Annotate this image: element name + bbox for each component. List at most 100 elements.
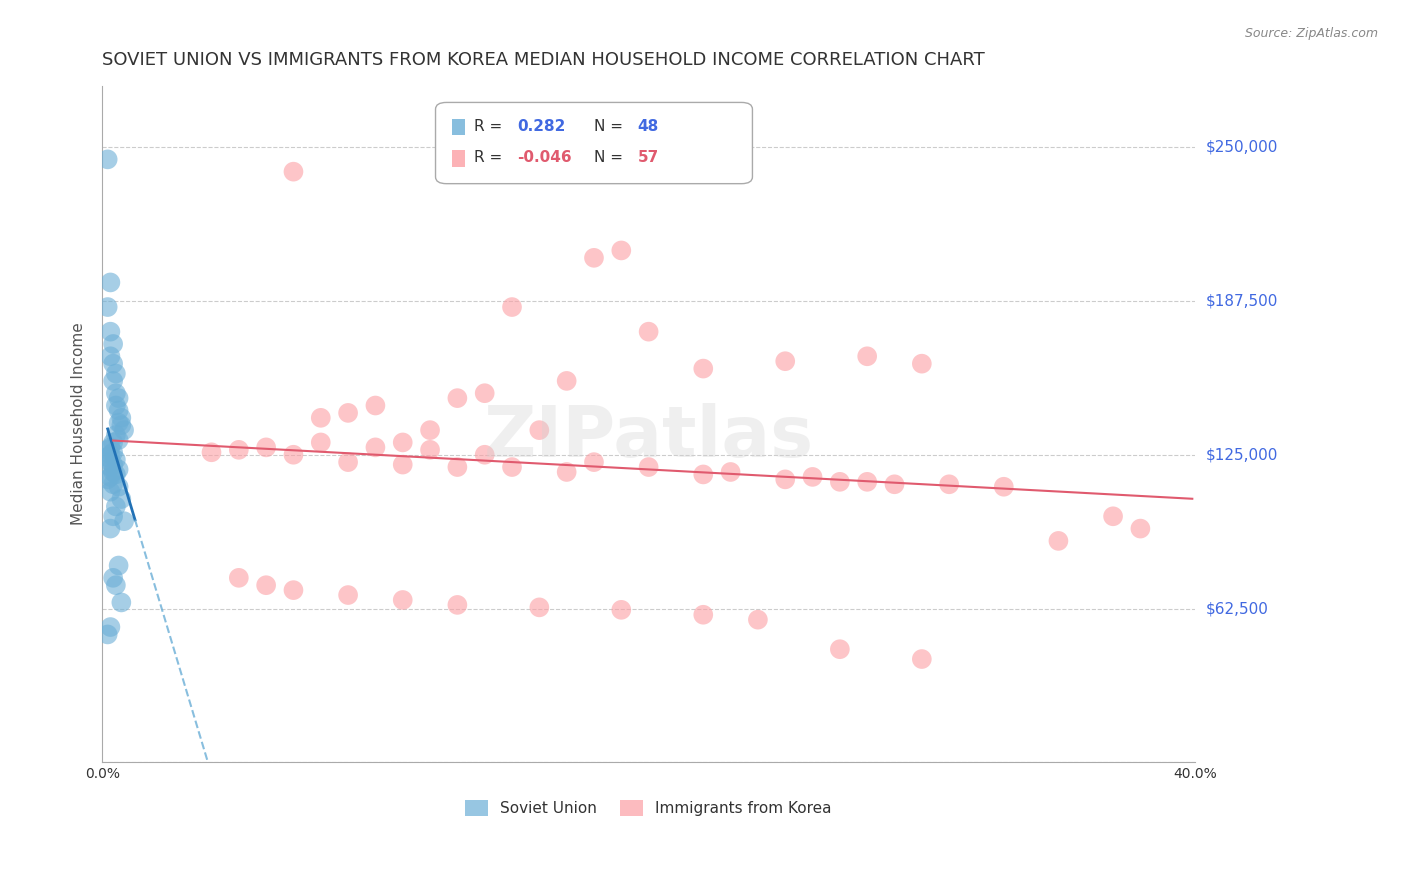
Point bbox=[104, 578, 127, 592]
Point bbox=[283, 583, 305, 598]
Y-axis label: Median Household Income: Median Household Income bbox=[72, 323, 86, 525]
Point bbox=[97, 153, 120, 167]
Point bbox=[582, 251, 605, 265]
Point bbox=[801, 470, 824, 484]
Point bbox=[97, 450, 120, 465]
Point bbox=[419, 423, 441, 437]
Point bbox=[364, 399, 387, 413]
Point bbox=[100, 470, 122, 484]
Point bbox=[555, 374, 578, 388]
FancyBboxPatch shape bbox=[451, 151, 465, 167]
Text: $125,000: $125,000 bbox=[1206, 447, 1278, 462]
Point bbox=[337, 455, 360, 469]
Point bbox=[107, 416, 129, 430]
Text: $62,500: $62,500 bbox=[1206, 601, 1270, 616]
Point bbox=[200, 445, 222, 459]
Point bbox=[254, 578, 277, 592]
Point bbox=[104, 500, 127, 514]
Point bbox=[419, 442, 441, 457]
Point bbox=[112, 514, 135, 528]
Text: $250,000: $250,000 bbox=[1206, 139, 1278, 154]
Point bbox=[391, 458, 413, 472]
Point bbox=[100, 325, 122, 339]
Point bbox=[555, 465, 578, 479]
Point bbox=[501, 300, 523, 314]
Point bbox=[993, 480, 1015, 494]
Text: ZIPatlas: ZIPatlas bbox=[484, 403, 814, 472]
Point bbox=[529, 600, 551, 615]
Point bbox=[773, 472, 796, 486]
Point bbox=[104, 467, 127, 482]
Point bbox=[104, 428, 127, 442]
Point bbox=[582, 455, 605, 469]
Point bbox=[610, 603, 633, 617]
Point bbox=[391, 593, 413, 607]
Point bbox=[637, 325, 659, 339]
Point bbox=[112, 423, 135, 437]
Point bbox=[101, 445, 124, 459]
Text: N =: N = bbox=[593, 119, 623, 134]
Point bbox=[474, 386, 496, 401]
Point bbox=[107, 558, 129, 573]
Point bbox=[637, 460, 659, 475]
Point bbox=[446, 460, 468, 475]
Text: 57: 57 bbox=[638, 151, 659, 165]
Point bbox=[107, 433, 129, 447]
Text: $187,500: $187,500 bbox=[1206, 293, 1278, 309]
Text: R =: R = bbox=[474, 151, 502, 165]
Point bbox=[938, 477, 960, 491]
Point bbox=[501, 460, 523, 475]
Point bbox=[692, 467, 714, 482]
Point bbox=[856, 475, 879, 489]
Point bbox=[107, 403, 129, 417]
Point bbox=[1129, 522, 1152, 536]
Point bbox=[110, 491, 132, 506]
Point bbox=[337, 406, 360, 420]
Point bbox=[101, 374, 124, 388]
Point bbox=[692, 361, 714, 376]
Point bbox=[283, 448, 305, 462]
Point bbox=[1047, 533, 1070, 548]
Legend: Soviet Union, Immigrants from Korea: Soviet Union, Immigrants from Korea bbox=[460, 794, 838, 822]
FancyBboxPatch shape bbox=[436, 103, 752, 184]
Point bbox=[610, 244, 633, 258]
Point bbox=[104, 386, 127, 401]
Point bbox=[828, 642, 851, 657]
Point bbox=[474, 448, 496, 462]
Point bbox=[911, 357, 934, 371]
Point bbox=[911, 652, 934, 666]
Point bbox=[100, 455, 122, 469]
Point bbox=[107, 480, 129, 494]
Point bbox=[100, 441, 122, 455]
Text: Source: ZipAtlas.com: Source: ZipAtlas.com bbox=[1244, 27, 1378, 40]
Text: 48: 48 bbox=[638, 119, 659, 134]
Point bbox=[391, 435, 413, 450]
Point bbox=[101, 571, 124, 585]
Point bbox=[692, 607, 714, 622]
Text: R =: R = bbox=[474, 119, 502, 134]
Point bbox=[101, 435, 124, 450]
Point bbox=[529, 423, 551, 437]
Point bbox=[100, 460, 122, 475]
Point bbox=[100, 448, 122, 462]
Point bbox=[720, 465, 742, 479]
Point bbox=[254, 441, 277, 455]
Point bbox=[110, 595, 132, 609]
Text: -0.046: -0.046 bbox=[517, 151, 572, 165]
Point bbox=[101, 357, 124, 371]
Point bbox=[100, 522, 122, 536]
Point bbox=[104, 367, 127, 381]
Point bbox=[364, 441, 387, 455]
Point bbox=[97, 472, 120, 486]
Point bbox=[337, 588, 360, 602]
Point bbox=[446, 598, 468, 612]
Point bbox=[446, 391, 468, 405]
Point bbox=[100, 276, 122, 290]
Point bbox=[110, 410, 132, 425]
Point bbox=[100, 349, 122, 363]
Point bbox=[309, 410, 332, 425]
Point bbox=[107, 391, 129, 405]
Point bbox=[97, 627, 120, 641]
Point bbox=[856, 349, 879, 363]
Point bbox=[101, 458, 124, 472]
